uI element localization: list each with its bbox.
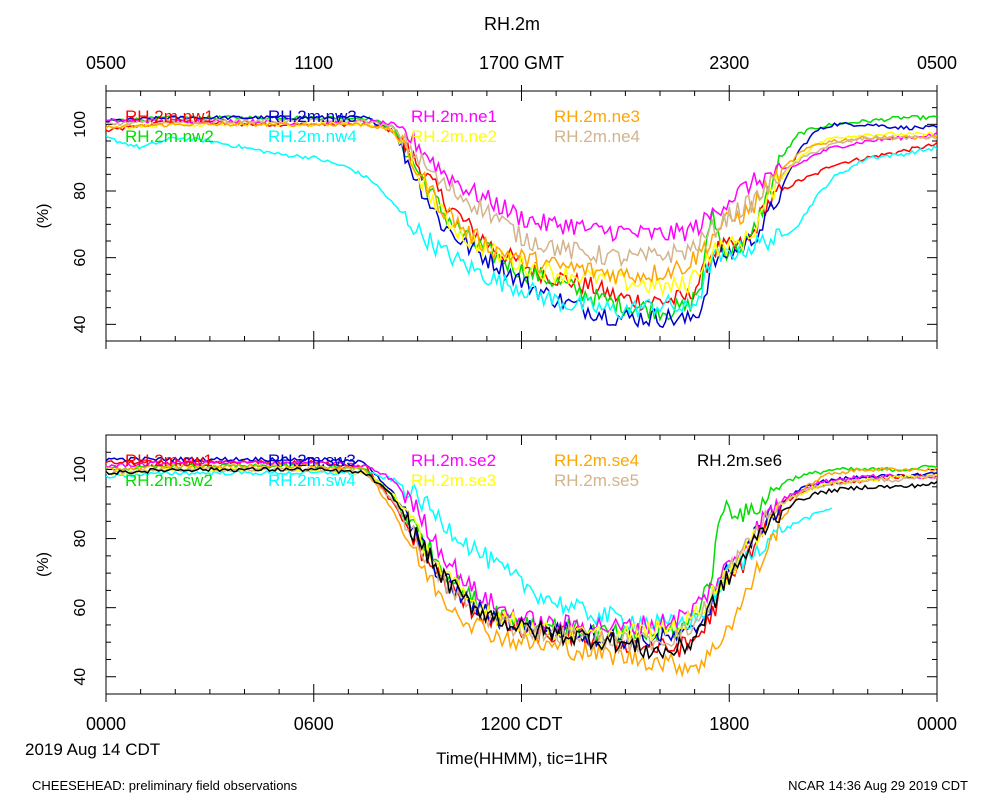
- bottom-axis-tick-label: 0600: [294, 714, 334, 734]
- series-line-rh-2m-nw4: [106, 135, 937, 320]
- y-axis-label: (%): [35, 552, 52, 577]
- top-axis-tick-label: 2300: [709, 53, 749, 73]
- footer-left-note: CHEESEHEAD: preliminary field observatio…: [32, 778, 298, 793]
- bottom-axis-tick-label: 0000: [917, 714, 957, 734]
- series-line-rh-2m-nw2: [106, 114, 937, 322]
- series-line-rh-2m-sw4: [106, 470, 833, 632]
- top-axis-tick-label: 1700 GMT: [479, 53, 564, 73]
- legend-label: RH.2m.nw1: [125, 107, 214, 126]
- legend-label: RH.2m.sw1: [125, 451, 213, 470]
- top-panel: 406080100(%)RH.2m.nw1RH.2m.nw2RH.2m.nw3R…: [35, 85, 938, 349]
- y-tick-label: 100: [72, 111, 89, 138]
- y-tick-label: 100: [72, 456, 89, 483]
- legend-label: RH.2m.se2: [411, 451, 496, 470]
- bottom-axis-tick-label: 1800: [709, 714, 749, 734]
- chart-title: RH.2m: [484, 14, 540, 34]
- series-line-rh-2m-nw3: [106, 114, 937, 329]
- bottom-cdt-axis-labels: 0000 0600 1200 CDT 1800 0000: [86, 714, 957, 734]
- series-line-rh-2m-ne3: [106, 121, 937, 285]
- y-tick-label: 80: [72, 182, 89, 200]
- legend-label: RH.2m.ne4: [554, 127, 640, 146]
- legend-label: RH.2m.se4: [554, 451, 639, 470]
- x-axis-label: Time(HHMM), tic=1HR: [436, 749, 608, 768]
- y-tick-label: 40: [72, 315, 89, 333]
- y-axis-label: (%): [35, 204, 52, 229]
- legend-label: RH.2m.se3: [411, 471, 496, 490]
- top-axis-tick-label: 1100: [294, 53, 333, 73]
- series-line-rh-2m-ne2: [106, 121, 937, 298]
- top-axis-tick-label: 0500: [917, 53, 957, 73]
- series-line-rh-2m-se4: [106, 462, 937, 679]
- top-gmt-axis-labels: 0500 1100 1700 GMT 2300 0500: [86, 53, 957, 73]
- bottom-axis-tick-label: 1200 CDT: [480, 714, 562, 734]
- y-tick-label: 60: [72, 599, 89, 617]
- legend-label: RH.2m.sw3: [268, 451, 356, 470]
- y-tick-label: 40: [72, 668, 89, 686]
- legend-label: RH.2m.sw4: [268, 471, 356, 490]
- date-label: 2019 Aug 14 CDT: [25, 740, 160, 759]
- legend-label: RH.2m.se5: [554, 471, 639, 490]
- legend-label: RH.2m.sw2: [125, 471, 213, 490]
- series-line-rh-2m-ne1: [106, 118, 937, 243]
- y-tick-label: 80: [72, 530, 89, 548]
- legend-label: RH.2m.se6: [697, 451, 782, 470]
- bottom-panel: 406080100(%)RH.2m.sw1RH.2m.sw2RH.2m.sw3R…: [35, 434, 938, 702]
- series-line-rh-2m-se5: [106, 466, 937, 655]
- bottom-axis-tick-label: 0000: [86, 714, 126, 734]
- legend-label: RH.2m.nw3: [268, 107, 357, 126]
- y-tick-label: 60: [72, 249, 89, 267]
- legend-label: RH.2m.ne2: [411, 127, 497, 146]
- series-line-rh-2m-ne4: [106, 118, 937, 268]
- legend-label: RH.2m.ne3: [554, 107, 640, 126]
- footer-right-note: NCAR 14:36 Aug 29 2019 CDT: [788, 778, 968, 793]
- legend-label: RH.2m.nw4: [268, 127, 357, 146]
- series-line-rh-2m-se6: [106, 466, 937, 660]
- legend-label: RH.2m.nw2: [125, 127, 214, 146]
- legend-label: RH.2m.ne1: [411, 107, 497, 126]
- top-axis-tick-label: 0500: [86, 53, 126, 73]
